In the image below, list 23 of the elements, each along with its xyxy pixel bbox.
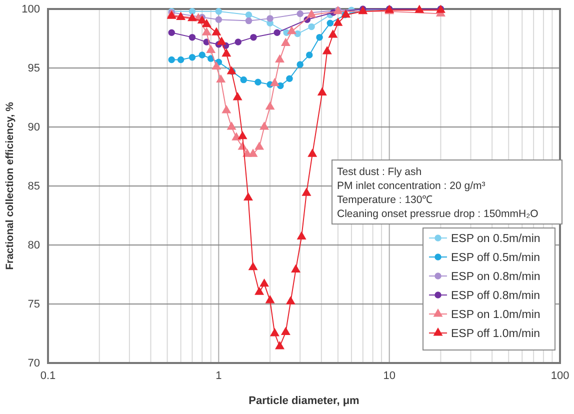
annotation: Cleaning onset pressrue drop : 150mmH₂O: [337, 208, 538, 220]
y-tick-label: 80: [28, 240, 40, 252]
legend-label: ESP on 0.8m/min: [451, 271, 540, 283]
x-axis-title: Particle diameter, μm: [248, 395, 360, 407]
x-tick-label: 1: [216, 370, 222, 382]
y-tick-label: 70: [28, 358, 40, 370]
legend-label: ESP off 0.5m/min: [451, 252, 540, 264]
legend-label: ESP on 0.5m/min: [451, 233, 540, 245]
y-tick-label: 90: [28, 122, 40, 134]
x-tick-label: 100: [550, 370, 570, 382]
y-tick-label: 75: [28, 298, 40, 311]
y-tick-label: 85: [28, 180, 40, 193]
y-tick-label: 95: [28, 62, 40, 75]
y-tick-label: 100: [22, 4, 40, 16]
x-tick-label: 10: [383, 370, 396, 382]
legend-label: ESP off 1.0m/min: [451, 328, 540, 340]
legend-label: ESP on 1.0m/min: [451, 309, 540, 321]
x-tick-label: 0.1: [40, 370, 56, 382]
y-axis-title: Fractional collection efficiency, %: [4, 101, 16, 270]
annotation: PM inlet concentration : 20 g/m³: [337, 180, 486, 192]
annotation: Temperature : 130℃: [337, 194, 434, 206]
legend-label: ESP off 0.8m/min: [451, 290, 540, 302]
annotation: Test dust : Fly ash: [337, 166, 422, 178]
